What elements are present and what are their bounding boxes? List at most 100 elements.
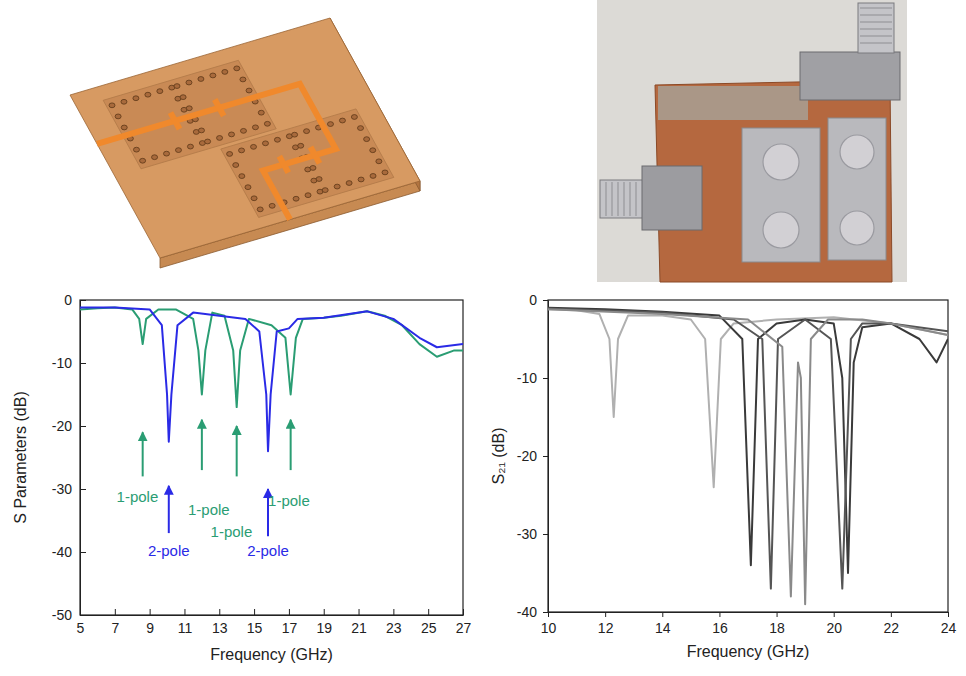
tuning-stub — [311, 147, 320, 163]
annotation-label: 2-pole — [247, 542, 289, 559]
y-axis: -40-30-20-100 — [517, 292, 549, 620]
series-line — [548, 309, 948, 487]
via-hole — [351, 115, 357, 120]
y-tick-mark — [543, 300, 548, 301]
x-tick-mark — [219, 609, 220, 615]
y-tick-label: -20 — [517, 448, 537, 464]
connector-barrel — [858, 3, 894, 53]
x-tick-label: 23 — [386, 620, 402, 636]
via-hole — [252, 125, 258, 130]
x-tick: 9 — [146, 609, 154, 636]
series-line — [548, 308, 948, 573]
y-tick-mark — [80, 300, 86, 301]
annotation-arrow — [168, 486, 170, 533]
board-top — [70, 18, 420, 258]
y-tick-label: -50 — [52, 607, 72, 623]
connector-barrel — [600, 180, 644, 218]
y-tick: -10 — [517, 370, 548, 386]
x-tick: 24 — [941, 612, 957, 636]
annotation-label: 1-pole — [211, 523, 253, 540]
via-hole — [376, 159, 382, 164]
x-axis-line — [549, 612, 949, 613]
x-axis: 1012141618202224 — [541, 612, 957, 636]
x-tick-label: 9 — [146, 620, 154, 636]
via-hole — [251, 144, 257, 149]
via-hole — [227, 152, 233, 157]
x-tick-mark — [289, 609, 290, 615]
via-hole — [140, 158, 146, 163]
connector-thread — [630, 182, 631, 216]
x-tick-label: 14 — [655, 620, 671, 636]
via-hole — [305, 193, 311, 198]
via-hole — [198, 128, 204, 133]
x-tick-mark — [605, 612, 606, 617]
x-tick-label: 19 — [316, 620, 332, 636]
y-tick-label: -40 — [52, 544, 72, 560]
via-hole — [121, 125, 127, 130]
y-axis-line — [80, 301, 81, 616]
x-tick-mark — [324, 609, 325, 615]
series-line — [80, 308, 463, 452]
y-tick-label: -30 — [517, 526, 537, 542]
via-hole — [240, 77, 246, 82]
via-hole — [364, 137, 370, 142]
connector-thread — [624, 182, 625, 216]
via-hole — [322, 188, 328, 193]
via-hole — [240, 128, 246, 133]
via-hole — [358, 126, 364, 131]
via-hole — [222, 70, 228, 75]
chart-panel: 579111315171921232527-50-40-30-20-1001-p… — [12, 292, 471, 663]
via-hole — [152, 155, 158, 160]
x-tick-label: 27 — [456, 620, 472, 636]
annotation-label: 1-pole — [117, 488, 159, 505]
y-tick-mark — [543, 378, 548, 379]
via-hole — [205, 139, 211, 144]
via-hole — [133, 96, 139, 101]
via-hole — [239, 174, 245, 179]
via-hole — [157, 89, 163, 94]
tuning-stub — [171, 113, 180, 129]
connector-thread — [618, 182, 619, 216]
x-tick-mark — [150, 609, 151, 615]
y-tick: -40 — [52, 544, 86, 560]
x-tick: 14 — [655, 612, 671, 636]
via-hole — [133, 147, 139, 152]
annotation-arrow — [201, 420, 203, 470]
y-tick: 0 — [64, 292, 86, 308]
x-tick: 15 — [247, 609, 263, 636]
via-hole — [246, 88, 252, 93]
via-hole — [382, 170, 388, 175]
via-hole — [187, 144, 193, 149]
y-tick-label: 0 — [64, 292, 72, 308]
via-hole — [257, 207, 263, 212]
connector-thread — [860, 15, 892, 16]
x-tick: 17 — [282, 609, 298, 636]
y-tick-mark — [543, 534, 548, 535]
x-tick-label: 7 — [111, 620, 119, 636]
y-tick: -10 — [52, 355, 86, 371]
x-tick-mark — [254, 609, 255, 615]
via-hole — [269, 203, 275, 208]
x-axis: 579111315171921232527 — [77, 609, 472, 636]
y-tick: -20 — [52, 418, 86, 434]
x-axis-title: Frequency (GHz) — [210, 646, 333, 663]
y-tick: 0 — [529, 292, 548, 308]
x-tick-label: 24 — [941, 620, 957, 636]
x-tick-mark — [463, 609, 464, 615]
y-tick-label: 0 — [529, 292, 537, 308]
x-tick: 12 — [598, 612, 614, 636]
via-hole — [292, 132, 298, 137]
x-tick-mark — [662, 612, 663, 617]
x-tick-mark — [719, 612, 720, 617]
annotation-label: 1-pole — [268, 492, 310, 509]
x-tick: 13 — [212, 609, 228, 636]
y-tick-mark — [80, 426, 86, 427]
x-tick-label: 15 — [247, 620, 263, 636]
x-tick-label: 16 — [712, 620, 728, 636]
via-hole — [198, 77, 204, 82]
y-axis-title: S₂₁ (dB) — [490, 428, 507, 485]
connector-thread — [860, 29, 892, 30]
y-tick-mark — [80, 489, 86, 490]
x-tick-label: 25 — [421, 620, 437, 636]
x-tick: 21 — [351, 609, 367, 636]
